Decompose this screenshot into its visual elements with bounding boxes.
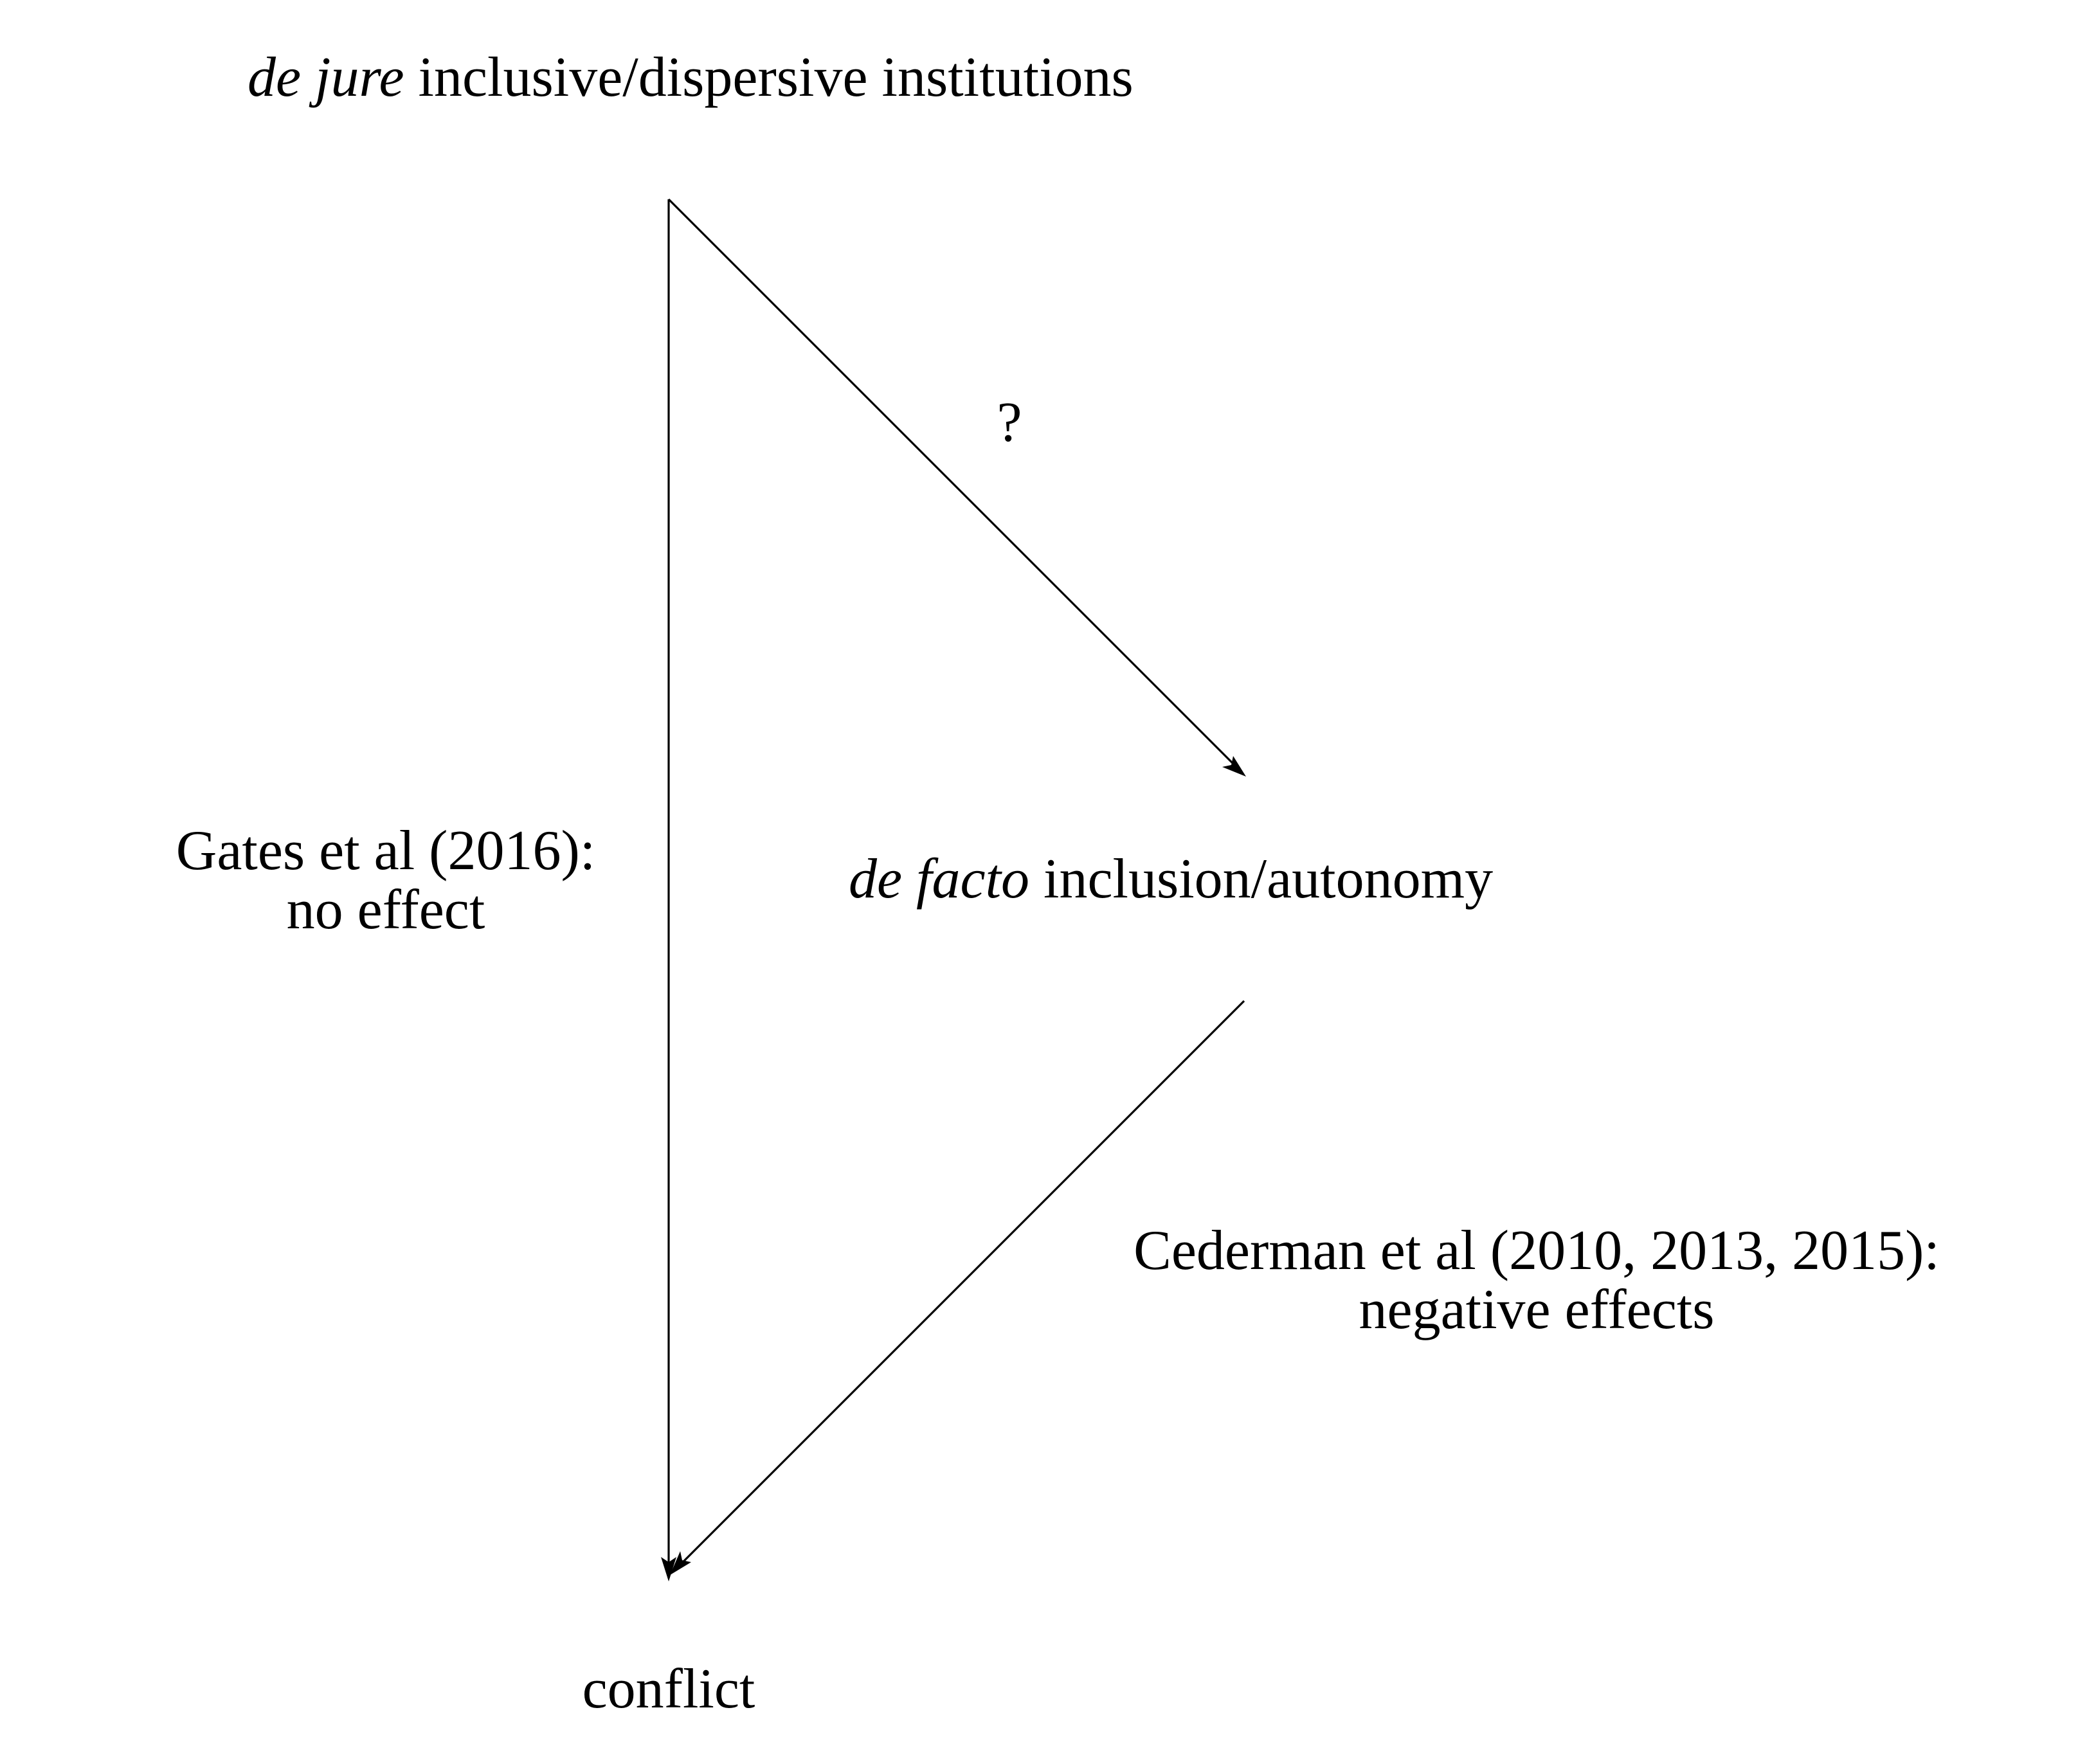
node-de-jure-text: inclusive/dispersive institutions <box>404 46 1134 109</box>
edge-label-cederman-line2: negative effects <box>1359 1279 1715 1342</box>
edge-label-question: ? <box>997 392 1022 454</box>
arrow-defacto-to-conflict-head <box>670 1551 691 1575</box>
edge-label-gates: Gates et al (2016): no effect <box>103 820 669 942</box>
arrow-defacto-to-conflict <box>674 1000 1245 1571</box>
node-de-facto-inclusion: de facto inclusion/autonomy <box>849 848 1685 910</box>
node-de-facto-text: inclusion/autonomy <box>1029 848 1494 910</box>
node-de-facto-italic: de facto <box>849 848 1030 910</box>
edge-label-gates-line1: Gates et al (2016): <box>176 820 596 882</box>
arrow-dejure-to-defacto-head <box>1222 756 1246 777</box>
edge-label-gates-line2: no effect <box>286 879 485 942</box>
node-de-jure-institutions: de jure inclusive/dispersive institution… <box>248 48 1341 107</box>
arrow-dejure-to-defacto <box>667 198 1241 771</box>
edge-label-cederman: Cederman et al (2010, 2013, 2015): negat… <box>1029 1221 2045 1340</box>
node-de-jure-italic: de jure <box>248 46 404 109</box>
arrow-dejure-to-conflict-head <box>661 1557 676 1581</box>
edge-label-cederman-line1: Cederman et al (2010, 2013, 2015): <box>1134 1220 1940 1282</box>
node-conflict: conflict <box>582 1658 755 1720</box>
